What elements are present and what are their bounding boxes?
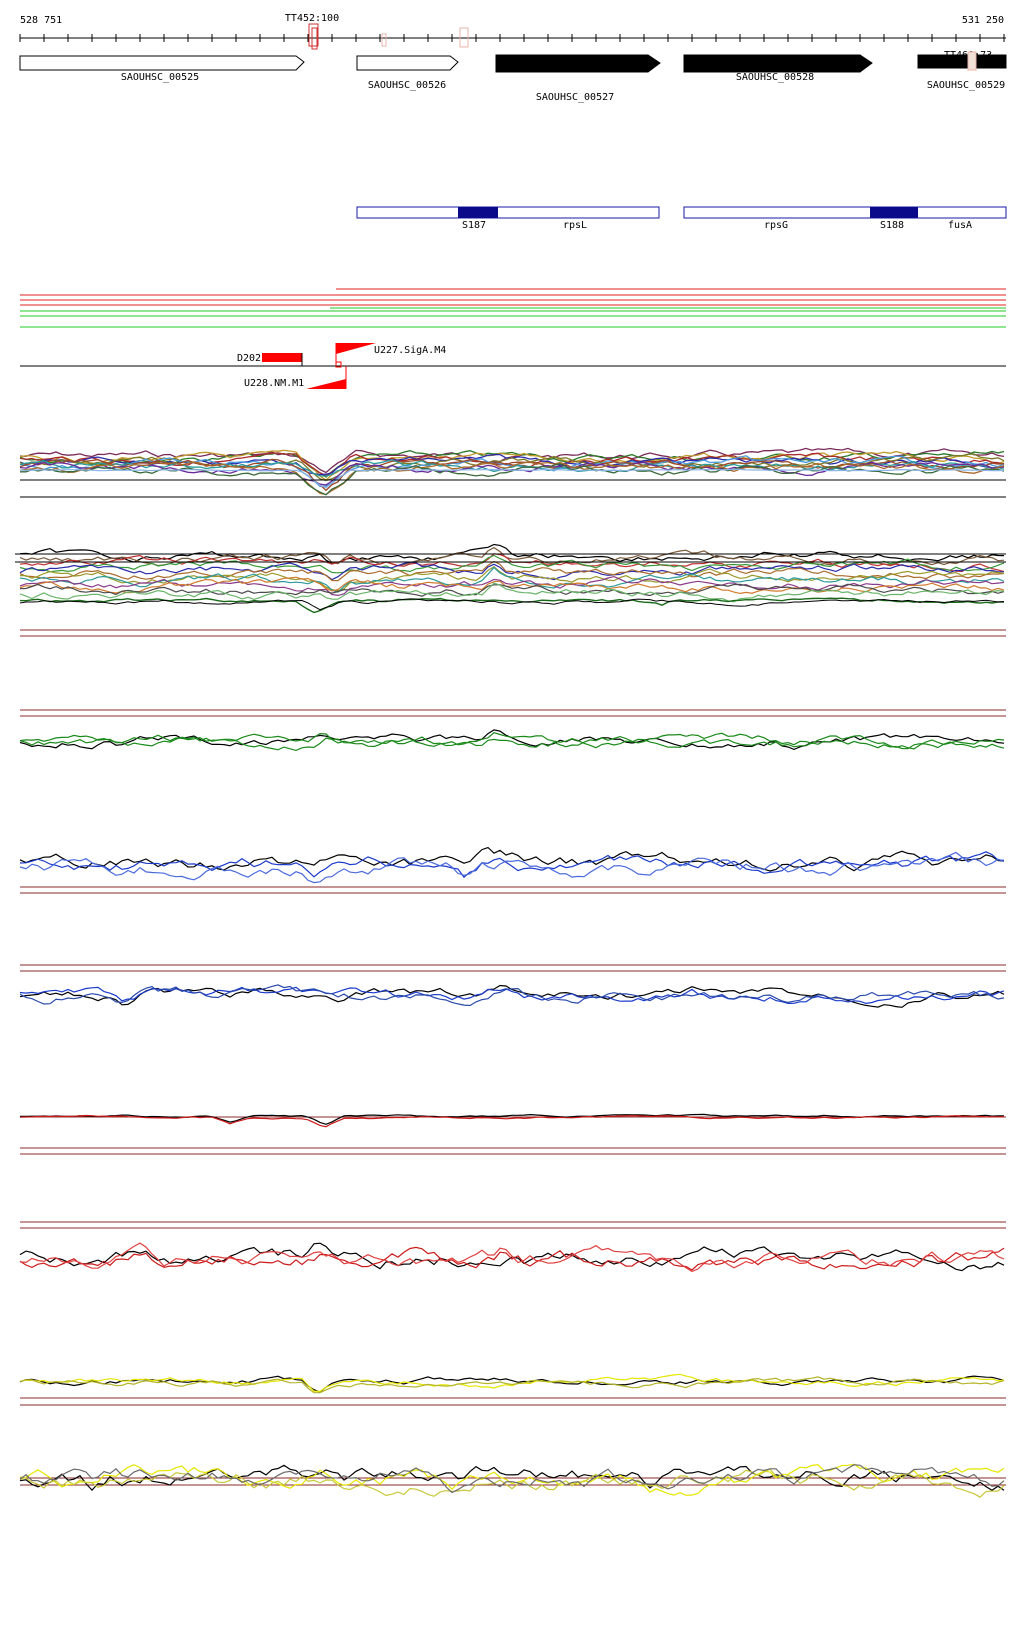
- coordinate-axis: 528 751 531 250 TT452:100: [19, 13, 1006, 50]
- feature-label: S188: [880, 220, 904, 231]
- axis-end-label: 531 250: [962, 15, 1004, 26]
- feature-label: rpsL: [563, 220, 587, 231]
- gene-label: SAOUHSC_00528: [736, 72, 814, 83]
- expression-profile-line: [20, 1113, 1004, 1125]
- expression-profile-line: [19, 1376, 1005, 1394]
- promoter-label: D202: [237, 353, 261, 364]
- expression-profile-line: [19, 1375, 1005, 1393]
- gene-label: SAOUHSC_00529: [927, 80, 1005, 91]
- gene-arrow-SAOUHSC_00525[interactable]: [19, 55, 305, 71]
- feature-block-S188[interactable]: [870, 207, 918, 218]
- gene-arrow-SAOUHSC_00526[interactable]: [356, 55, 459, 71]
- expression-profile-line: [19, 1464, 1005, 1492]
- feature-label: S187: [462, 220, 486, 231]
- expression-tracks: [15, 447, 1006, 1498]
- gene-track: SAOUHSC_00525 SAOUHSC_00526 SAOUHSC_0052…: [19, 50, 1007, 103]
- promoter-U227[interactable]: [336, 343, 376, 354]
- gene-label: SAOUHSC_00526: [368, 80, 446, 91]
- expression-profile-line: [19, 598, 1005, 611]
- expression-profile-line: [19, 732, 1005, 752]
- promoter-track: D202 U227.SigA.M4 U228.NM.M1: [20, 343, 1006, 389]
- expression-profile-line: [19, 1242, 1005, 1273]
- gene-label: SAOUHSC_00525: [121, 72, 199, 83]
- expression-profile-line: [19, 1463, 1005, 1496]
- terminator-marker: [967, 51, 977, 71]
- expression-profile-line: [19, 576, 1005, 595]
- terminator-marker: [308, 23, 319, 47]
- expression-profile-line: [19, 1468, 1005, 1498]
- feature-block-S187[interactable]: [458, 207, 498, 218]
- expression-profile-line: [19, 1464, 1005, 1494]
- expression-profile-line: [19, 560, 1005, 582]
- expression-profile-line: [19, 458, 1005, 492]
- expression-profile-line: [19, 851, 1005, 879]
- expression-profile-line: [19, 851, 1005, 884]
- gene-label: SAOUHSC_00527: [536, 92, 614, 103]
- axis-start-label: 528 751: [20, 15, 62, 26]
- expression-profile-line: [19, 1373, 1005, 1393]
- terminator-marker: [311, 27, 318, 50]
- expression-profile-line: [19, 461, 1005, 496]
- feature-box-rpsG-fusA[interactable]: [683, 206, 1007, 219]
- gene-arrow-SAOUHSC_00527[interactable]: [495, 54, 661, 73]
- expression-profile-line: [19, 566, 1005, 593]
- promoter-U228[interactable]: [306, 379, 346, 389]
- expression-profile-line: [19, 582, 1005, 603]
- expression-profile-line: [19, 984, 1005, 1007]
- expression-profile-line: [20, 463, 1005, 496]
- expression-profile-line: [19, 468, 1005, 489]
- gene-arrow-SAOUHSC_00529[interactable]: [917, 54, 1007, 69]
- read-lines: [20, 288, 1006, 328]
- expression-profile-line: [19, 459, 1005, 477]
- expression-profile-line: [19, 583, 1005, 597]
- expression-profile-line: [19, 732, 1005, 750]
- promoter-box: [335, 361, 342, 368]
- expression-profile-line: [19, 1114, 1005, 1128]
- feature-label: fusA: [948, 220, 972, 231]
- feature-box-rpsL[interactable]: [356, 206, 660, 219]
- terminator-marker: [381, 33, 387, 47]
- feature-track: S187 rpsL rpsG S188 fusA: [356, 206, 1007, 231]
- feature-label: rpsG: [764, 220, 788, 231]
- terminator-top-label: TT452:100: [285, 13, 339, 24]
- expression-profile-line: [19, 597, 1004, 614]
- terminator-marker: [459, 27, 469, 48]
- expression-profile-line: [19, 1246, 1005, 1271]
- expression-profile-line: [19, 449, 1005, 481]
- promoter-label: U228.NM.M1: [244, 378, 304, 389]
- expression-profile-line: [19, 561, 1005, 581]
- gene-arrow-SAOUHSC_00528[interactable]: [683, 54, 873, 73]
- promoter-D202[interactable]: [262, 353, 302, 362]
- expression-profile-line: [19, 846, 1005, 872]
- axis-ticks: [19, 34, 1005, 42]
- promoter-label: U227.SigA.M4: [374, 345, 446, 356]
